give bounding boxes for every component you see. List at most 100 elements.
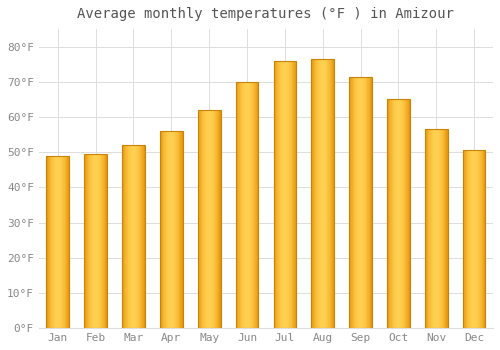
Bar: [472, 150, 473, 328]
Bar: [369, 77, 370, 328]
Bar: [161, 131, 162, 328]
Bar: [99, 154, 100, 328]
Bar: [279, 61, 280, 328]
Bar: [349, 77, 372, 328]
Bar: [278, 61, 279, 328]
Bar: [139, 145, 140, 328]
Bar: [55, 156, 56, 328]
Bar: [466, 150, 468, 328]
Bar: [464, 150, 465, 328]
Bar: [130, 145, 131, 328]
Bar: [474, 150, 476, 328]
Bar: [398, 99, 399, 328]
Bar: [482, 150, 483, 328]
Bar: [209, 110, 210, 328]
Bar: [477, 150, 478, 328]
Bar: [312, 59, 313, 328]
Bar: [53, 156, 54, 328]
Bar: [406, 99, 407, 328]
Bar: [430, 130, 431, 328]
Bar: [479, 150, 480, 328]
Bar: [68, 156, 69, 328]
Bar: [287, 61, 288, 328]
Bar: [173, 131, 174, 328]
Bar: [447, 130, 448, 328]
Bar: [242, 82, 243, 328]
Bar: [164, 131, 165, 328]
Bar: [370, 77, 371, 328]
Bar: [198, 110, 220, 328]
Bar: [166, 131, 167, 328]
Bar: [213, 110, 214, 328]
Bar: [395, 99, 396, 328]
Bar: [46, 156, 69, 328]
Bar: [236, 82, 258, 328]
Bar: [180, 131, 181, 328]
Bar: [246, 82, 247, 328]
Bar: [350, 77, 351, 328]
Bar: [135, 145, 136, 328]
Bar: [207, 110, 208, 328]
Bar: [160, 131, 182, 328]
Bar: [133, 145, 134, 328]
Bar: [407, 99, 408, 328]
Bar: [181, 131, 182, 328]
Bar: [86, 154, 87, 328]
Bar: [100, 154, 102, 328]
Bar: [140, 145, 141, 328]
Bar: [463, 150, 485, 328]
Bar: [274, 61, 296, 328]
Bar: [286, 61, 287, 328]
Bar: [214, 110, 215, 328]
Bar: [95, 154, 96, 328]
Bar: [248, 82, 250, 328]
Bar: [440, 130, 441, 328]
Bar: [478, 150, 479, 328]
Bar: [485, 150, 486, 328]
Bar: [426, 130, 427, 328]
Bar: [318, 59, 320, 328]
Bar: [106, 154, 107, 328]
Bar: [284, 61, 285, 328]
Bar: [390, 99, 391, 328]
Bar: [129, 145, 130, 328]
Bar: [437, 130, 438, 328]
Bar: [243, 82, 244, 328]
Bar: [291, 61, 292, 328]
Bar: [427, 130, 428, 328]
Bar: [400, 99, 402, 328]
Bar: [325, 59, 326, 328]
Bar: [425, 130, 448, 328]
Bar: [134, 145, 135, 328]
Bar: [103, 154, 104, 328]
Bar: [409, 99, 410, 328]
Bar: [252, 82, 253, 328]
Bar: [204, 110, 205, 328]
Bar: [408, 99, 409, 328]
Bar: [199, 110, 200, 328]
Bar: [289, 61, 290, 328]
Bar: [481, 150, 482, 328]
Bar: [241, 82, 242, 328]
Bar: [160, 131, 161, 328]
Bar: [87, 154, 88, 328]
Bar: [210, 110, 211, 328]
Bar: [236, 82, 237, 328]
Bar: [162, 131, 163, 328]
Bar: [293, 61, 294, 328]
Bar: [128, 145, 129, 328]
Bar: [124, 145, 125, 328]
Bar: [399, 99, 400, 328]
Bar: [84, 154, 85, 328]
Bar: [141, 145, 142, 328]
Bar: [96, 154, 98, 328]
Bar: [331, 59, 332, 328]
Bar: [436, 130, 437, 328]
Bar: [314, 59, 315, 328]
Bar: [433, 130, 434, 328]
Bar: [352, 77, 353, 328]
Bar: [105, 154, 106, 328]
Bar: [313, 59, 314, 328]
Bar: [276, 61, 277, 328]
Bar: [320, 59, 321, 328]
